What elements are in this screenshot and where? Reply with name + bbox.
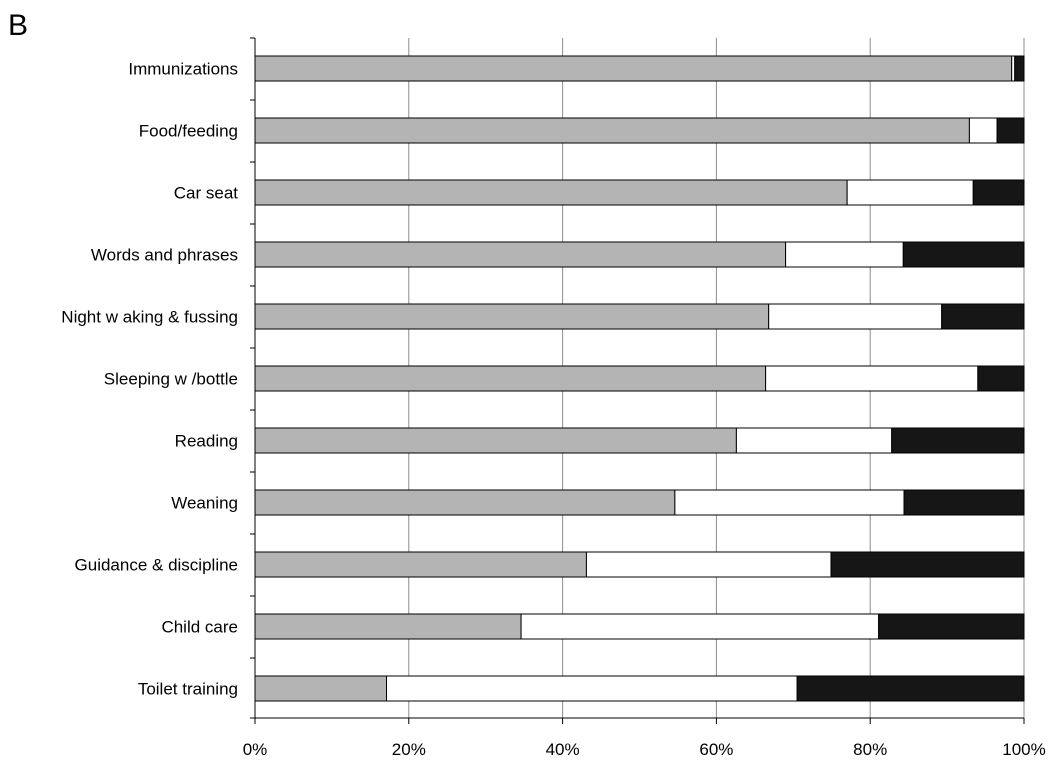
panel-label: B [8,9,28,42]
bar-segment [785,241,904,268]
bar-segment [1014,55,1025,82]
bar-segment [254,551,587,578]
bar-segment [254,179,848,206]
bar-segment [891,427,1025,454]
bar-segment [254,489,676,516]
category-label: Food/feeding [139,122,238,141]
bar-segment [520,613,880,640]
x-tick-label: 60% [699,740,733,759]
bar-segment [254,117,970,144]
bar-segment [977,365,1025,392]
bar-segment [768,303,943,330]
category-label: Toilet training [138,680,238,699]
bar-segment [830,551,1025,578]
bar-segment [254,241,787,268]
bar-segment [903,489,1025,516]
category-label: Words and phrases [91,246,238,265]
bar-segment [254,427,737,454]
bar-segment [996,117,1025,144]
bar-segment [735,427,893,454]
bar-segment [254,365,767,392]
bar-segment [968,117,998,144]
category-label: Sleeping w /bottle [104,370,238,389]
bar-segment [254,55,1013,82]
bar-segment [674,489,905,516]
bars [254,55,1025,702]
category-label: Child care [161,618,238,637]
x-tick-label: 80% [853,740,887,759]
category-label: Immunizations [128,60,238,79]
category-label: Night w aking & fussing [61,308,238,327]
x-tick-label: 0% [243,740,268,759]
bar-segment [846,179,974,206]
bar-segment [941,303,1025,330]
x-tick-label: 100% [1002,740,1045,759]
x-tick-label: 40% [546,740,580,759]
category-label: Guidance & discipline [75,556,238,575]
bar-segment [254,303,770,330]
category-label: Reading [175,432,238,451]
bar-segment [972,179,1025,206]
bar-segment [902,241,1025,268]
bar-segment [254,613,522,640]
category-label: Weaning [171,494,238,513]
x-axis: 0% 20% 40% 60% 80% 100% [243,37,1046,759]
bar-segment [585,551,832,578]
category-labels: Immunizations Food/feeding Car seat Words a… [61,60,238,699]
bar-segment [878,613,1025,640]
bar-segment [254,675,387,702]
x-tick-label: 20% [392,740,426,759]
bar-segment [765,365,979,392]
bar-segment [385,675,798,702]
category-label: Car seat [174,184,239,203]
bar-segment [796,675,1025,702]
